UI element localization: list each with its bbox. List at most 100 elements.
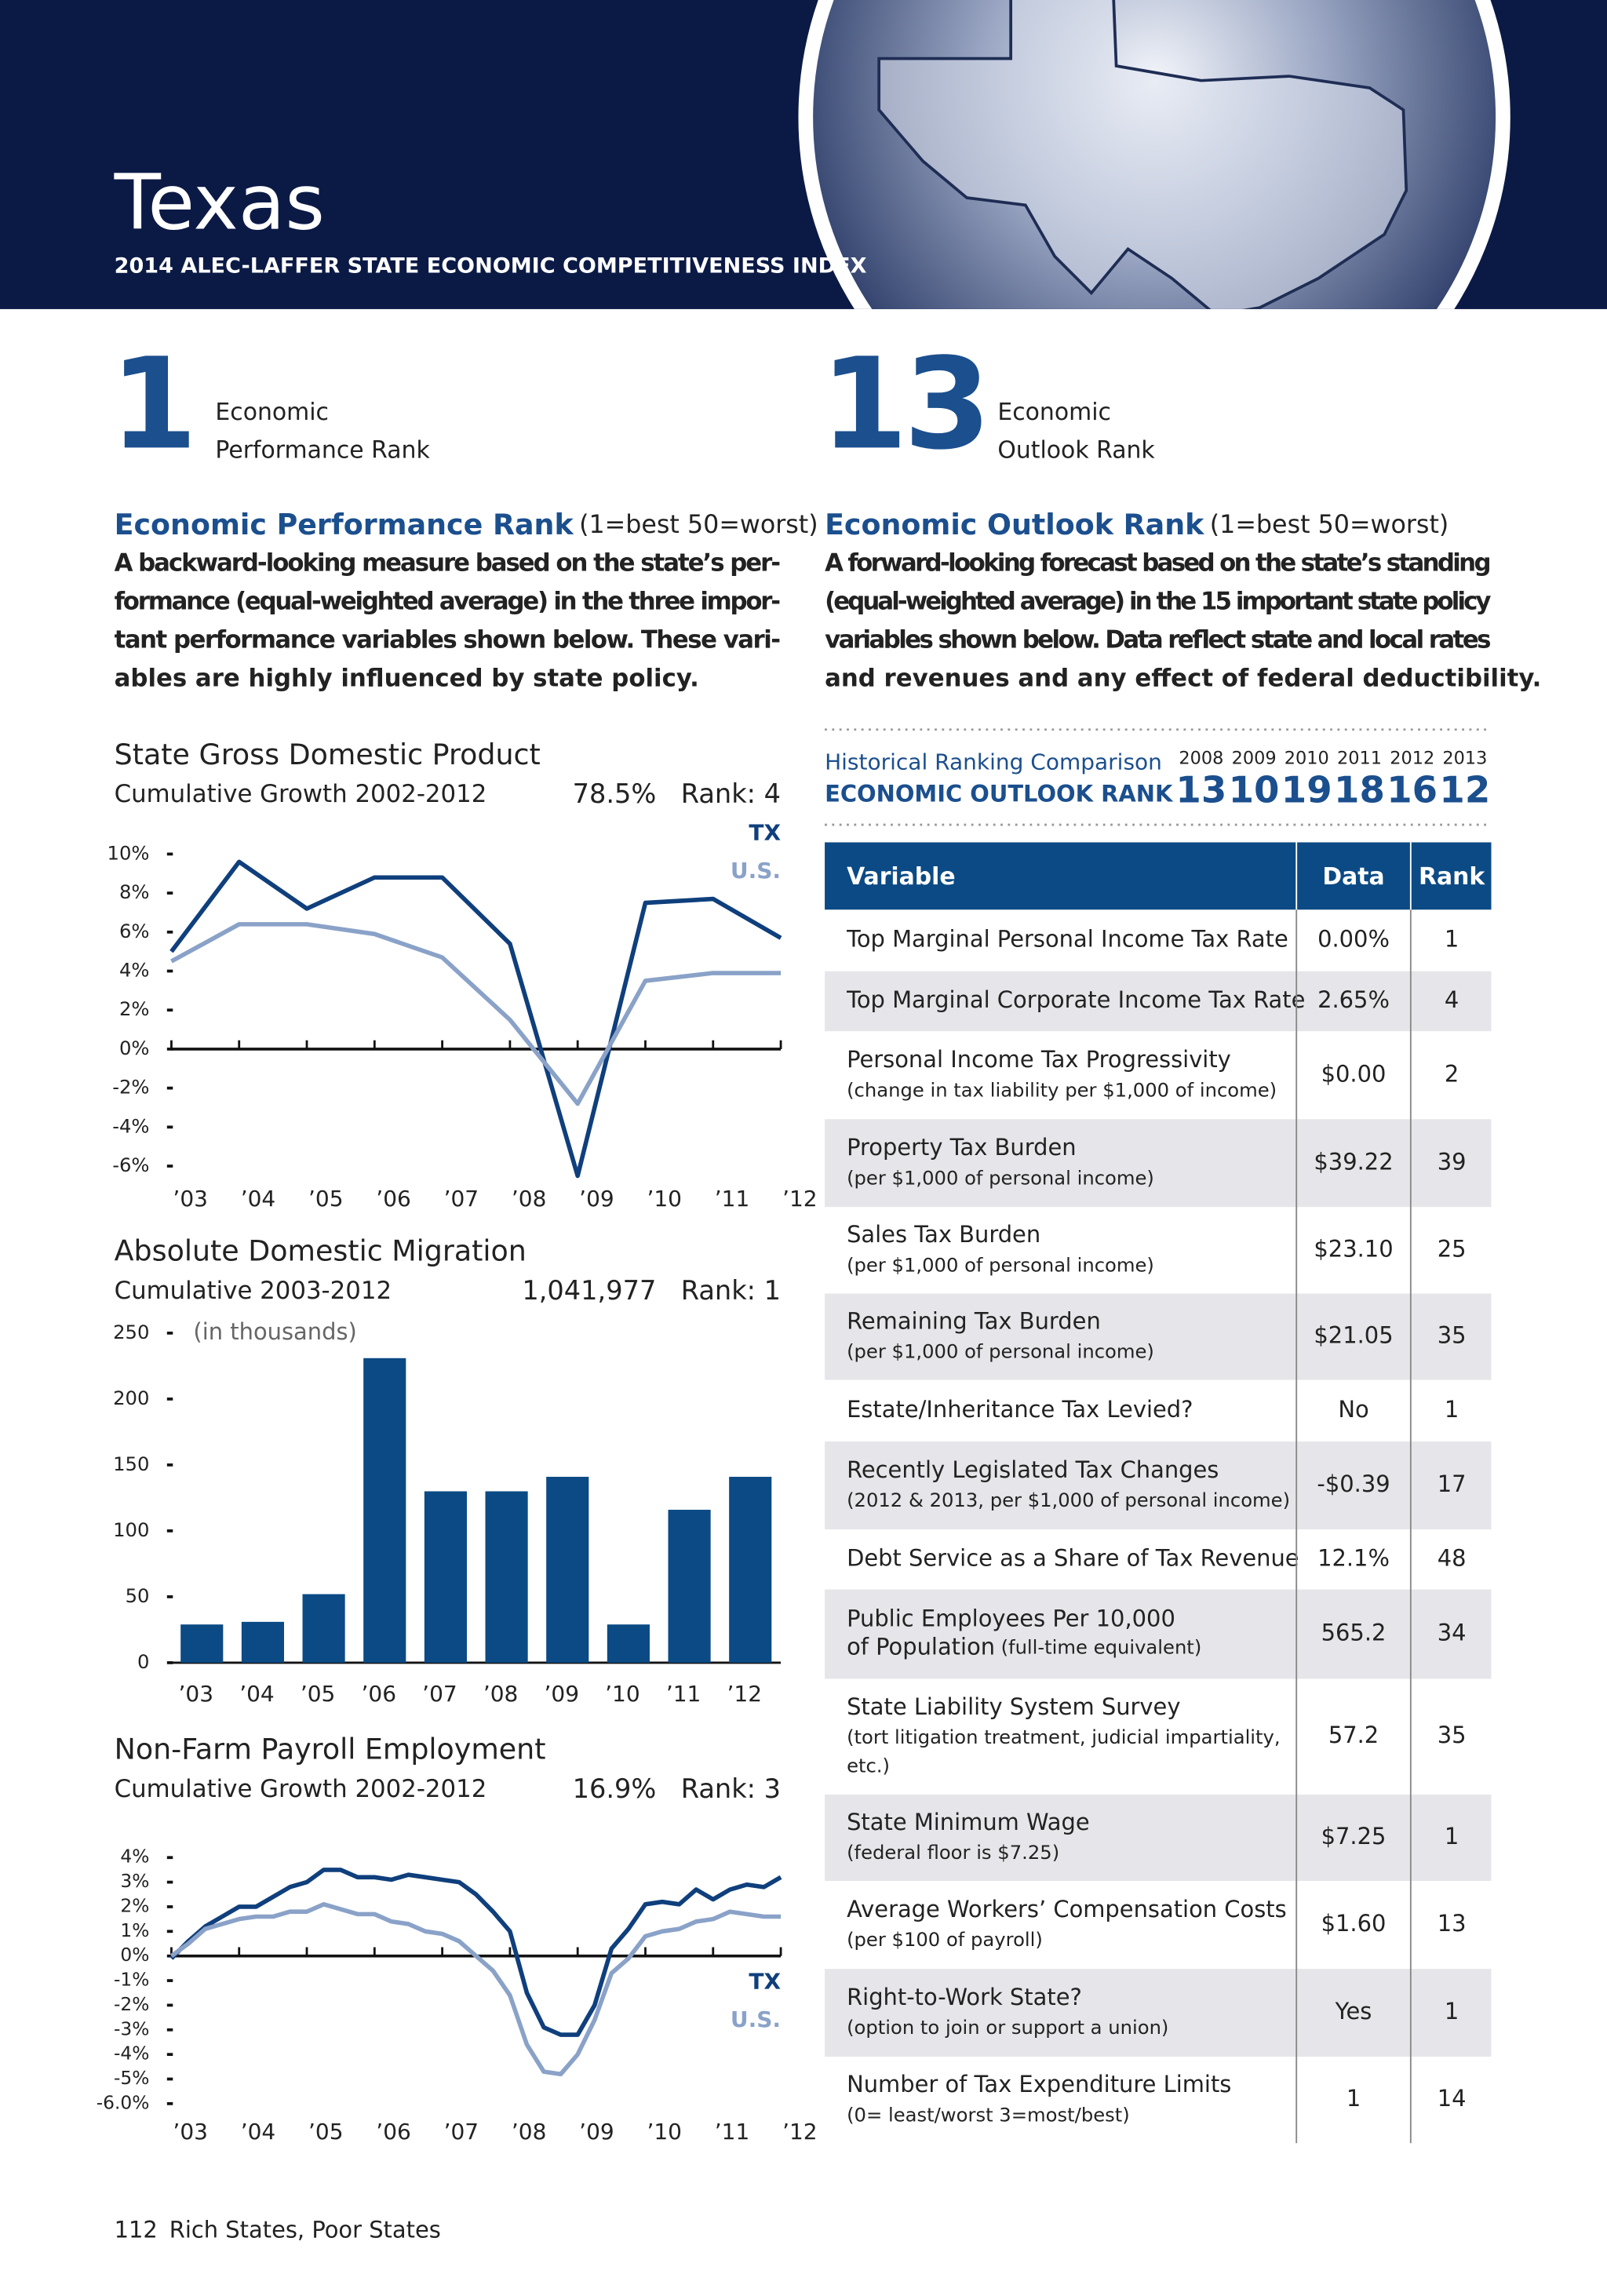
- y-tick-label: -4%: [114, 2043, 149, 2065]
- y-tick-label: 6%: [119, 920, 149, 942]
- variable-name: Debt Service as a Share of Tax Revenue: [847, 1544, 1299, 1571]
- x-tick-label: ’10: [647, 1186, 682, 1212]
- rank-cell: 48: [1438, 1544, 1467, 1571]
- variable-text: Public Employees Per 10,000: [847, 1605, 1175, 1631]
- chart-rank: Rank: 4: [681, 778, 781, 809]
- x-tick-label: ’06: [376, 1186, 411, 1212]
- history-rank: 10: [1229, 769, 1280, 811]
- table-row: [825, 1969, 1492, 2057]
- variable-note: (per $1,000 of personal income): [847, 1166, 1154, 1189]
- x-tick-label: ’08: [512, 2119, 547, 2145]
- variable-text: Personal Income Tax Progressivity: [847, 1046, 1231, 1073]
- y-tick-label: 4%: [119, 959, 149, 982]
- table-row: [825, 1881, 1492, 1970]
- history-year: 2013: [1442, 749, 1487, 769]
- table-row: [825, 1794, 1492, 1882]
- x-tick-label: ’05: [308, 1186, 344, 1212]
- y-tick-label: 0%: [120, 1944, 149, 1966]
- publication: Rich States, Poor States: [169, 2216, 441, 2243]
- history-rank: 16: [1387, 769, 1438, 811]
- y-tick-label: 250: [113, 1321, 149, 1343]
- history-rank: 19: [1281, 769, 1332, 811]
- page-number: 112: [115, 2216, 158, 2243]
- rank-cell: 34: [1438, 1620, 1467, 1646]
- x-tick-label: ’06: [362, 1681, 397, 1707]
- variable-name: Personal Income Tax Progressivity: [847, 1046, 1231, 1073]
- bar: [546, 1477, 589, 1663]
- variable-text: Property Tax Burden: [847, 1134, 1077, 1161]
- history-rank: 18: [1334, 769, 1385, 811]
- chart-stat: 16.9%: [573, 1773, 657, 1804]
- description-line: ables are highly influenced by state pol…: [115, 665, 699, 693]
- description-line: and revenues and any effect of federal d…: [825, 665, 1541, 693]
- variable-name: Estate/Inheritance Tax Levied?: [847, 1396, 1193, 1423]
- history-rank: 12: [1439, 769, 1490, 811]
- table-row: [825, 1207, 1492, 1294]
- table-row: [825, 909, 1492, 971]
- variable-name: Top Marginal Corporate Income Tax Rate: [846, 986, 1305, 1013]
- variable-note: (per $100 of payroll): [847, 1928, 1043, 1951]
- heading: Economic Outlook Rank: [825, 508, 1204, 541]
- x-tick-label: ’07: [444, 2119, 479, 2145]
- series-line: [169, 1868, 782, 2037]
- rank-cell: 4: [1445, 986, 1459, 1013]
- y-tick-label: 8%: [119, 880, 149, 903]
- x-tick-label: ’04: [239, 1681, 275, 1707]
- rank-cell: 14: [1438, 2085, 1467, 2112]
- rank-label: Performance Rank: [215, 437, 430, 465]
- history-year: 2008: [1179, 749, 1223, 769]
- x-tick-label: ’09: [579, 2119, 614, 2145]
- y-tick-label: -3%: [114, 2017, 149, 2039]
- variable-name: of Population (full-time equivalent): [847, 1634, 1201, 1660]
- variable-text: Average Workers’ Compensation Costs: [847, 1896, 1287, 1922]
- data-cell: 12.1%: [1317, 1544, 1390, 1571]
- rank-cell: 1: [1445, 926, 1459, 953]
- state-name: Texas: [114, 158, 325, 246]
- history-year: 2009: [1232, 749, 1277, 769]
- variable-name: Right-to-Work State?: [847, 1984, 1082, 2010]
- x-tick-label: ’06: [376, 2119, 411, 2145]
- y-tick-label: -6.0%: [97, 2091, 150, 2113]
- rank-cell: 35: [1438, 1322, 1467, 1349]
- legend-entry: U.S.: [731, 2006, 781, 2032]
- y-tick-label: -2%: [114, 1993, 149, 2015]
- y-tick-label: 50: [126, 1584, 150, 1607]
- description-line: tant performance variables shown below. …: [115, 625, 781, 654]
- data-cell: 57.2: [1328, 1722, 1379, 1748]
- y-tick-label: 1%: [120, 1919, 149, 1941]
- rank-cell: 1: [1445, 1998, 1459, 2024]
- chart-rank: Rank: 1: [681, 1275, 781, 1306]
- table-row: [825, 971, 1492, 1032]
- variable-note: (federal floor is $7.25): [847, 1841, 1059, 1864]
- variable-text: Recently Legislated Tax Changes: [847, 1456, 1219, 1483]
- variable-name: State Minimum Wage: [847, 1809, 1090, 1835]
- variable-note: (per $1,000 of personal income): [847, 1253, 1154, 1276]
- history-rank: 13: [1175, 769, 1226, 811]
- variable-note: (per $1,000 of personal income): [847, 1340, 1154, 1363]
- variable-text: Top Marginal Personal Income Tax Rate: [846, 926, 1288, 953]
- series-line: [169, 859, 782, 1179]
- bar: [729, 1477, 772, 1663]
- x-tick-label: ’09: [579, 1186, 614, 1212]
- description-heading: Economic Outlook Rank (1=best 50=worst): [825, 508, 1448, 541]
- variable-name: Remaining Tax Burden: [847, 1307, 1101, 1334]
- y-tick-label: 4%: [120, 1846, 149, 1868]
- data-cell: -$0.39: [1317, 1471, 1390, 1497]
- big-rank: 13: [820, 330, 986, 477]
- chart-subtitle: Cumulative Growth 2002-2012: [115, 1775, 487, 1803]
- variable-note: (option to join or support a union): [847, 2016, 1168, 2039]
- history-title: Historical Ranking Comparison: [825, 749, 1162, 775]
- variable-text: Remaining Tax Burden: [847, 1307, 1101, 1334]
- description-heading: Economic Performance Rank (1=best 50=wors…: [115, 508, 818, 541]
- header-map: [798, 0, 1510, 309]
- y-tick-label: -4%: [112, 1114, 149, 1137]
- x-tick-label: ’12: [782, 2119, 818, 2145]
- rank-cell: 1: [1445, 1823, 1459, 1850]
- data-cell: $1.60: [1321, 1910, 1387, 1937]
- variable-note: (tort litigation treatment, judicial imp…: [847, 1726, 1281, 1748]
- rank-cell: 35: [1438, 1722, 1467, 1748]
- x-tick-label: ’03: [173, 1186, 208, 1212]
- y-tick-label: 0: [137, 1650, 149, 1673]
- data-cell: $23.10: [1314, 1235, 1393, 1262]
